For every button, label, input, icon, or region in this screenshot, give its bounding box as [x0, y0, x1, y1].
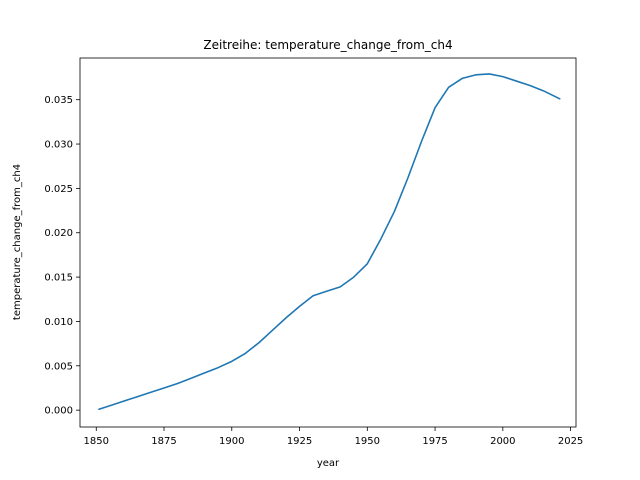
x-tick-label: 1975 [422, 436, 447, 447]
y-tick-label: 0.010 [44, 317, 73, 328]
x-axis-label: year [317, 458, 340, 469]
chart-title: Zeitreihe: temperature_change_from_ch4 [203, 38, 452, 52]
y-tick-label: 0.000 [44, 406, 73, 417]
x-tick-label: 1900 [219, 436, 244, 447]
series-line [98, 73, 561, 411]
y-tick-label: 0.025 [44, 184, 73, 195]
y-tick-label: 0.030 [44, 140, 73, 151]
x-tick-label: 2000 [490, 436, 515, 447]
x-tick-label: 1925 [287, 436, 312, 447]
y-tick-label: 0.020 [44, 228, 73, 239]
x-tick-label: 1850 [84, 436, 109, 447]
y-axis-label: temperature_change_from_ch4 [12, 164, 23, 320]
x-tick-label: 1875 [151, 436, 176, 447]
y-tick-label: 0.035 [44, 95, 73, 106]
y-tick-label: 0.005 [44, 361, 73, 372]
y-tick-label: 0.015 [44, 273, 73, 284]
plot-frame [79, 57, 577, 428]
x-tick-label: 2025 [558, 436, 583, 447]
x-tick-label: 1950 [355, 436, 380, 447]
